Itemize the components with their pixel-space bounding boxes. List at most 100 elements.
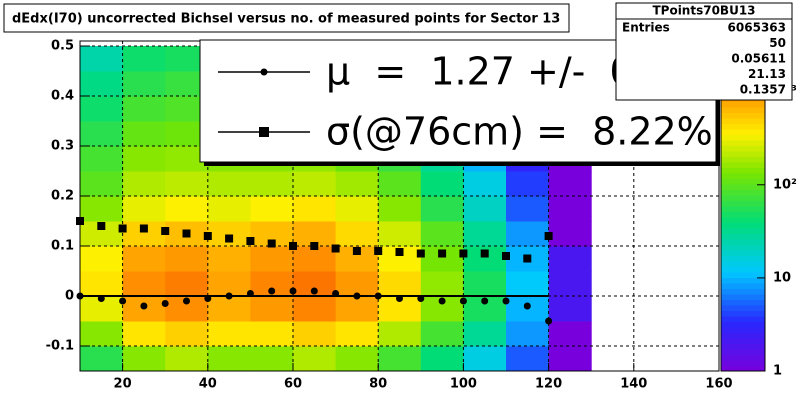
colorbar-step (721, 343, 765, 350)
title-box (3, 3, 570, 33)
heat-cell (335, 271, 379, 297)
heat-cell (548, 171, 592, 197)
heat-cell (420, 171, 464, 197)
circle-marker (502, 297, 510, 305)
circle-marker (76, 292, 84, 300)
square-marker (310, 242, 319, 250)
heat-cell (506, 321, 550, 347)
heat-cell (378, 171, 422, 197)
heat-cell (165, 346, 209, 372)
heat-cell (207, 246, 251, 272)
heat-cell (122, 346, 166, 372)
heat-cell (122, 46, 166, 72)
heat-cell (378, 321, 422, 347)
heat-cell (165, 271, 209, 297)
square-marker (225, 234, 234, 243)
heat-cell (420, 196, 464, 222)
heat-cell (80, 246, 124, 272)
x-tick-label: 140 (620, 377, 647, 392)
square-marker (259, 127, 269, 137)
heat-cell (293, 196, 337, 222)
stats-value: 0.05611 (731, 52, 786, 66)
colorbar-step (721, 228, 765, 234)
heat-cell (122, 121, 166, 147)
heat-cell (335, 346, 379, 372)
heat-cell (207, 346, 251, 372)
colorbar-step (721, 189, 765, 196)
colorbar-step (721, 123, 765, 130)
heat-cell (548, 271, 592, 297)
stats-value: 0.1357 (740, 83, 786, 97)
colorbar-step (721, 255, 765, 262)
circle-marker (545, 317, 553, 325)
heat-cell (463, 196, 507, 222)
colorbar-step (721, 261, 765, 267)
colorbar-step (721, 233, 765, 240)
colorbar-step (721, 162, 765, 168)
square-marker (182, 229, 191, 238)
square-marker (331, 244, 340, 253)
heat-cell (335, 296, 379, 322)
square-marker (480, 249, 489, 258)
square-marker (246, 237, 255, 245)
colorbar-step (721, 349, 765, 355)
heat-cell (207, 221, 251, 247)
y-tick-label: 0.3 (51, 139, 74, 154)
circle-marker (246, 290, 254, 297)
heat-cell (165, 246, 209, 272)
colorbar-step (721, 200, 765, 207)
y-tick-label: 0.5 (51, 39, 74, 54)
colorbar-step (721, 206, 765, 212)
colorbar-step (721, 299, 765, 306)
heat-cell (80, 271, 124, 297)
x-tick-label: 60 (284, 377, 302, 392)
stats-title: TPoints70BU13 (652, 4, 755, 18)
circle-marker (289, 287, 297, 295)
heat-cell (80, 71, 124, 97)
heat-cell (207, 321, 251, 347)
heat-cell (165, 171, 209, 197)
heat-cell (506, 271, 550, 297)
heat-cell (207, 271, 251, 297)
circle-marker (310, 287, 318, 295)
colorbar-step (721, 101, 765, 108)
heat-cell (335, 221, 379, 247)
colorbar-step (721, 305, 765, 311)
heat-cell (548, 346, 592, 372)
y-tick-label: 0.1 (51, 239, 74, 254)
colorbar-step (721, 310, 765, 317)
heat-cell (335, 171, 379, 197)
circle-marker (225, 292, 233, 300)
heat-cell (420, 346, 464, 372)
heat-cell (548, 196, 592, 222)
circle-marker (204, 295, 212, 302)
y-tick-label: 0 (65, 289, 74, 304)
heat-cell (250, 321, 294, 347)
heat-cell (506, 221, 550, 247)
heat-cell (548, 221, 592, 247)
square-marker (139, 224, 148, 233)
colorbar-step (721, 222, 765, 229)
square-marker (267, 239, 276, 248)
colorbar-step (721, 217, 765, 223)
square-marker (161, 227, 170, 235)
z-tick-label: 1 (773, 364, 782, 379)
circle-marker (97, 295, 105, 302)
heat-cell (293, 296, 337, 322)
heat-cell (378, 196, 422, 222)
square-marker (544, 232, 553, 240)
heat-cell (378, 221, 422, 247)
colorbar-step (721, 250, 765, 256)
colorbar-step (721, 211, 765, 218)
colorbar-step (721, 167, 765, 174)
square-marker (352, 247, 361, 255)
colorbar-step (721, 332, 765, 339)
heat-cell (250, 171, 294, 197)
y-tick-label: -0.1 (46, 339, 74, 354)
square-marker (459, 249, 468, 258)
y-tick-label: 0.4 (51, 89, 74, 104)
heat-cell (463, 346, 507, 372)
heat-cell (122, 246, 166, 272)
chart-title: dEdx(I70) uncorrected Bichsel versus no.… (12, 12, 560, 27)
heat-cell (207, 296, 251, 322)
